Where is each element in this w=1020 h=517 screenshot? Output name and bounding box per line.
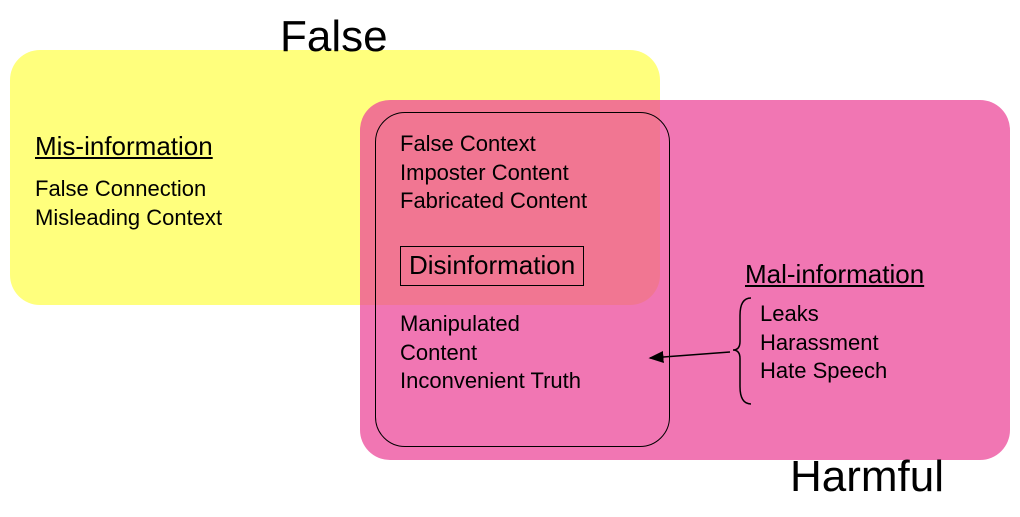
inter-item: Content	[400, 339, 581, 368]
misinformation-title: Mis-information	[35, 130, 213, 164]
false-label: False	[280, 8, 388, 65]
disinformation-box-wrap: Disinformation	[400, 246, 584, 286]
misinformation-items: False Connection Misleading Context	[35, 175, 222, 232]
malinfo-item: Harassment	[760, 329, 887, 358]
disinformation-box: Disinformation	[400, 246, 584, 286]
malinfo-item: Leaks	[760, 300, 887, 329]
inter-item: Inconvenient Truth	[400, 367, 581, 396]
misinfo-item: False Connection	[35, 175, 222, 204]
inter-item: Fabricated Content	[400, 187, 587, 216]
intersection-upper-items: False Context Imposter Content Fabricate…	[400, 130, 587, 216]
arrow-icon	[638, 340, 742, 370]
inter-item: Manipulated	[400, 310, 581, 339]
malinformation-items: Leaks Harassment Hate Speech	[760, 300, 887, 386]
intersection-lower-items: Manipulated Content Inconvenient Truth	[400, 310, 581, 396]
inter-item: Imposter Content	[400, 159, 587, 188]
harmful-label: Harmful	[790, 448, 944, 505]
inter-item: False Context	[400, 130, 587, 159]
malinformation-title: Mal-information	[745, 258, 924, 292]
malinfo-item: Hate Speech	[760, 357, 887, 386]
misinfo-item: Misleading Context	[35, 204, 222, 233]
